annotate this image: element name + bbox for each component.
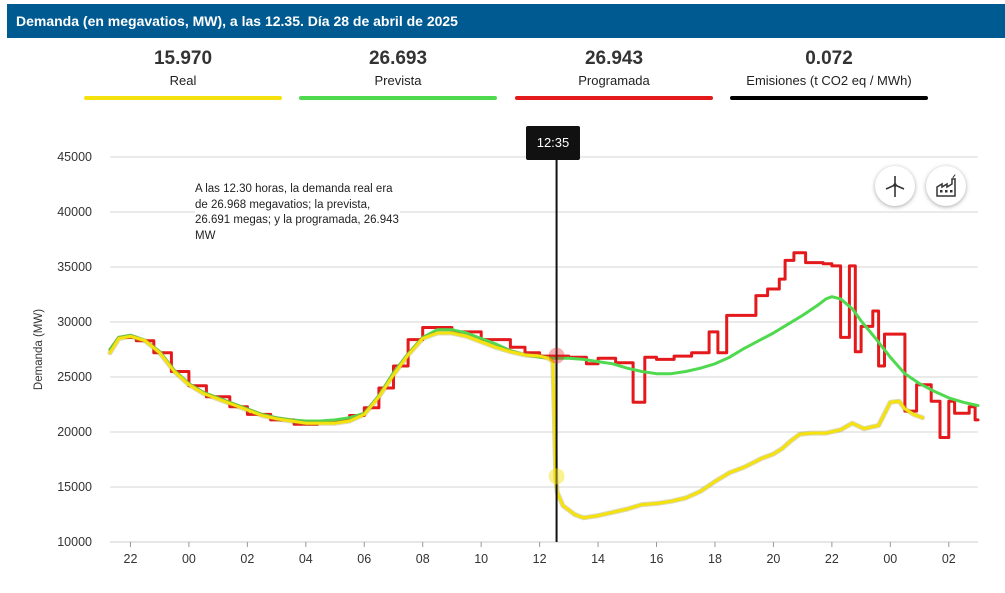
y-tick-label: 15000	[57, 480, 92, 494]
x-tick-label: 06	[357, 552, 371, 566]
x-tick-label: 20	[766, 552, 780, 566]
series-real-line	[108, 331, 924, 520]
metric-prevista[interactable]: 26.693 Prevista	[299, 46, 497, 100]
y-tick-label: 25000	[57, 370, 92, 384]
metric-value: 15.970	[153, 48, 213, 69]
x-tick-label: 02	[240, 552, 254, 566]
metric-real[interactable]: 15.970 Real	[84, 46, 282, 100]
x-tick-label: 18	[708, 552, 722, 566]
series-real-shadow	[107, 330, 925, 521]
metric-color-bar	[299, 96, 497, 100]
x-tick-label: 04	[299, 552, 313, 566]
y-axis-label: Demanda (MW)	[33, 309, 45, 390]
summary-bar: 15.970 Real 26.693 Prevista 26.943 Progr…	[0, 46, 1005, 106]
x-tick-label: 16	[650, 552, 664, 566]
x-tick-label: 22	[825, 552, 839, 566]
cursor-time-label: 12:35	[526, 126, 580, 160]
metric-color-bar	[84, 96, 282, 100]
x-tick-label: 14	[591, 552, 605, 566]
wind-turbine-button[interactable]	[875, 166, 915, 206]
metric-label: Emisiones (t CO2 eq / MWh)	[746, 73, 912, 88]
metric-label: Prevista	[374, 73, 422, 88]
metric-value: 26.943	[584, 48, 644, 69]
cursor-marker-programada	[548, 347, 565, 364]
x-tick-label: 08	[416, 552, 430, 566]
chart-header: Demanda (en megavatios, MW), a las 12.35…	[7, 4, 1005, 38]
metric-color-bar	[730, 96, 928, 100]
y-tick-label: 35000	[57, 260, 92, 274]
metric-color-bar	[515, 96, 713, 100]
x-tick-label: 12	[533, 552, 547, 566]
y-tick-label: 40000	[57, 205, 92, 219]
factory-icon	[936, 174, 956, 197]
x-tick-label: 22	[124, 552, 138, 566]
annotation-text: A las 12.30 horas, la demanda real era d…	[195, 182, 400, 244]
cursor-marker-real	[548, 468, 565, 485]
metric-programada[interactable]: 26.943 Programada	[515, 46, 713, 100]
y-tick-label: 30000	[57, 315, 92, 329]
metric-label: Real	[169, 73, 197, 88]
y-tick-label: 10000	[57, 535, 92, 549]
x-tick-label: 10	[474, 552, 488, 566]
y-tick-label: 20000	[57, 425, 92, 439]
factory-button[interactable]	[926, 166, 966, 206]
metric-value: 26.693	[368, 48, 428, 69]
x-tick-label: 02	[942, 552, 956, 566]
chart-title: Demanda (en megavatios, MW), a las 12.35…	[16, 13, 458, 29]
y-tick-label: 45000	[57, 150, 92, 164]
metric-label: Programada	[578, 73, 650, 88]
wind-turbine-icon	[885, 176, 905, 197]
metric-value: 0.072	[805, 48, 853, 69]
x-tick-label: 00	[883, 552, 897, 566]
x-tick-label: 00	[182, 552, 196, 566]
metric-emisiones[interactable]: 0.072 Emisiones (t CO2 eq / MWh)	[730, 46, 928, 100]
